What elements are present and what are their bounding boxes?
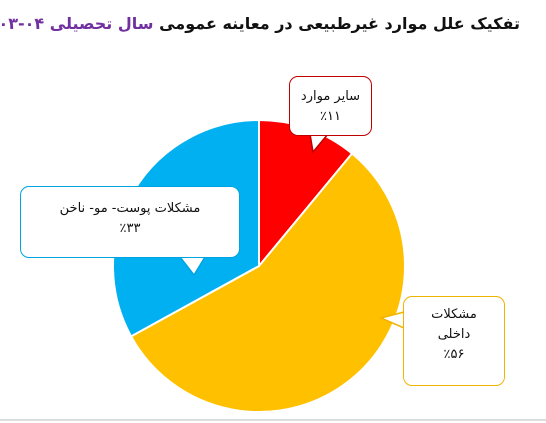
title-accent: سال تحصیلی ۰۴-۱۴۰۳: [0, 14, 154, 33]
chart-title: تفکیک علل موارد غیرطبیعی در معاینه عمومی…: [0, 14, 520, 33]
callout-skin-label: مشکلات پوست- مو- ناخن: [59, 201, 201, 216]
callout-pointers: [178, 133, 405, 330]
bottom-divider: [0, 419, 546, 421]
callout-other-value: ٪۱۱: [320, 109, 341, 124]
callout-internal: مشکلات داخلی ٪۵۶: [403, 296, 505, 386]
pie-slices: [112, 118, 407, 413]
callout-internal-label-1: مشکلات: [431, 307, 477, 322]
callout-skin-value: ٪۳۳: [119, 221, 141, 236]
callout-other-label: سایر موارد: [300, 89, 361, 104]
title-main: تفکیک علل موارد غیرطبیعی در معاینه عمومی: [159, 14, 520, 33]
callout-other: سایر موارد ٪۱۱: [289, 76, 372, 136]
callout-skin-hair-nail: مشکلات پوست- مو- ناخن ٪۳۳: [20, 186, 240, 258]
pie-slice-internal: [129, 152, 407, 413]
callout-internal-label-2: داخلی: [437, 327, 471, 342]
callout-internal-value: ٪۵۶: [443, 347, 465, 362]
